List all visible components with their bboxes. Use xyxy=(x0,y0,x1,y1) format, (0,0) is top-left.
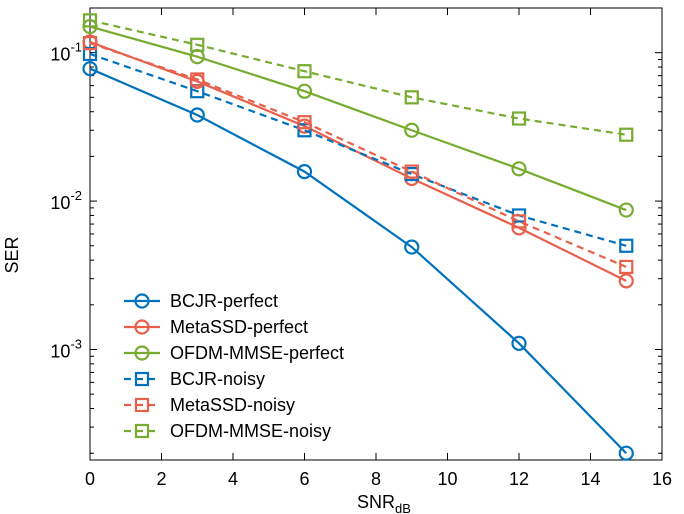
data-point-ofdm-mmse-perfect xyxy=(511,161,527,177)
x-tick-label: 6 xyxy=(299,469,309,489)
series-line-metassd-noisy xyxy=(89,42,627,268)
x-tick-label: 10 xyxy=(437,469,457,489)
series-layer xyxy=(82,13,634,461)
data-point-ofdm-mmse-noisy xyxy=(82,13,98,28)
data-point-bcjr-noisy xyxy=(297,123,312,138)
data-point-bcjr-perfect xyxy=(618,445,634,461)
legend-label: OFDM-MMSE-noisy xyxy=(170,421,331,441)
x-axis-label: SNRdB xyxy=(357,492,411,514)
legend-swatch-marker xyxy=(134,423,150,439)
legend: BCJR-perfect MetaSSD-perfect OFDM-MMSE-per… xyxy=(124,291,344,441)
data-point-ofdm-mmse-noisy xyxy=(511,111,527,126)
data-point-ofdm-mmse-noisy xyxy=(404,90,419,105)
data-point-bcjr-perfect xyxy=(511,335,527,351)
data-point-metassd-noisy xyxy=(190,72,205,87)
legend-label: OFDM-MMSE-perfect xyxy=(170,343,344,363)
legend-swatch-marker xyxy=(134,371,150,387)
legend-item-bcjr-noisy: BCJR-noisy xyxy=(124,369,265,389)
data-point-ofdm-mmse-perfect xyxy=(296,83,313,99)
x-axis-label-main: SNR xyxy=(357,492,395,512)
x-tick-label: 14 xyxy=(580,469,600,489)
plot-frame xyxy=(89,7,663,461)
data-point-bcjr-perfect xyxy=(296,163,313,180)
legend-label: BCJR-noisy xyxy=(170,369,265,389)
series-ofdm-mmse-perfect xyxy=(82,18,634,218)
series-line-bcjr-noisy xyxy=(89,52,627,247)
legend-swatch-marker xyxy=(134,397,150,413)
series-ofdm-mmse-noisy xyxy=(82,13,634,142)
series-line-bcjr-perfect xyxy=(89,67,628,454)
series-metassd-noisy xyxy=(82,36,634,275)
y-tick-label: 10-2 xyxy=(50,188,82,213)
x-axis-label-sub: dB xyxy=(395,501,411,514)
data-point-metassd-noisy xyxy=(82,36,98,51)
legend-label: MetaSSD-perfect xyxy=(170,317,308,337)
legend-label: BCJR-perfect xyxy=(170,291,278,311)
legend-item-ofdm-mmse-noisy: OFDM-MMSE-noisy xyxy=(124,421,331,441)
x-tick-label: 4 xyxy=(228,469,238,489)
legend-item-metassd-noisy: MetaSSD-noisy xyxy=(124,395,295,415)
y-axis: 10-1 10-2 10-3 xyxy=(50,7,662,454)
data-point-ofdm-mmse-perfect xyxy=(618,202,634,218)
plot-border xyxy=(89,7,663,461)
data-point-metassd-perfect xyxy=(618,273,634,289)
legend-swatch-marker xyxy=(134,293,150,309)
data-point-metassd-noisy xyxy=(511,214,527,229)
series-line-ofdm-mmse-perfect xyxy=(89,25,627,212)
data-point-metassd-noisy xyxy=(619,259,634,275)
series-line-metassd-perfect xyxy=(89,40,627,282)
data-point-bcjr-noisy xyxy=(82,46,98,62)
series-metassd-perfect xyxy=(82,34,634,289)
y-axis-label: SER xyxy=(2,236,22,273)
data-point-bcjr-perfect xyxy=(404,239,420,255)
legend-item-bcjr-perfect: BCJR-perfect xyxy=(124,291,278,311)
data-point-bcjr-perfect xyxy=(82,61,98,77)
y-tick-label: 10-3 xyxy=(50,336,82,361)
data-point-ofdm-mmse-perfect xyxy=(404,122,420,138)
data-point-ofdm-mmse-noisy xyxy=(297,64,312,79)
data-point-ofdm-mmse-noisy xyxy=(190,37,205,52)
legend-swatch-marker xyxy=(134,319,150,335)
legend-swatch-marker xyxy=(134,345,150,361)
data-point-bcjr-perfect xyxy=(189,107,205,123)
x-tick-label: 16 xyxy=(652,469,672,489)
x-tick-label: 8 xyxy=(371,469,381,489)
legend-item-ofdm-mmse-perfect: OFDM-MMSE-perfect xyxy=(124,343,344,363)
data-point-ofdm-mmse-noisy xyxy=(619,127,634,142)
legend-label: MetaSSD-noisy xyxy=(170,395,295,415)
data-point-metassd-noisy xyxy=(297,115,312,130)
series-bcjr-noisy xyxy=(82,46,634,253)
series-line-ofdm-mmse-noisy xyxy=(89,19,627,136)
series-bcjr-perfect xyxy=(82,61,634,461)
x-tick-label: 0 xyxy=(85,469,95,489)
y-tick-label: 10-1 xyxy=(50,40,82,65)
data-point-bcjr-noisy xyxy=(619,238,634,253)
legend-item-metassd-perfect: MetaSSD-perfect xyxy=(124,317,308,337)
data-point-metassd-noisy xyxy=(404,164,419,179)
x-axis: 0 2 4 6 8 10 12 14 16 xyxy=(85,8,672,489)
x-tick-label: 2 xyxy=(156,469,166,489)
x-tick-label: 12 xyxy=(509,469,529,489)
